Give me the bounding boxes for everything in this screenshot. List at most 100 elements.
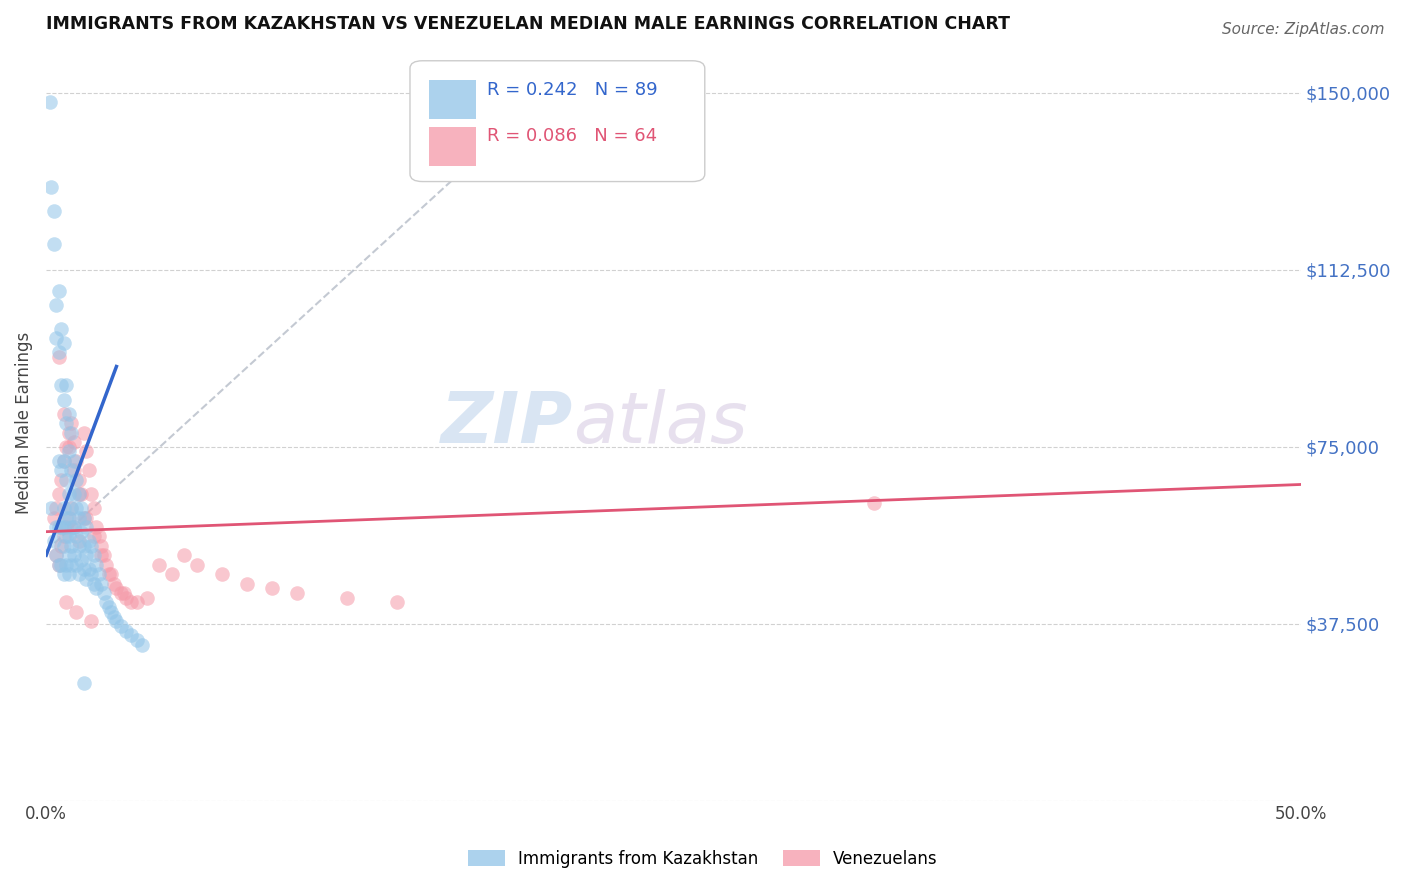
- Point: [62, 520, 84, 534]
- Point: [77, 463, 100, 477]
- Text: R = 0.242   N = 89: R = 0.242 N = 89: [486, 81, 657, 99]
- Point: [70, 487, 93, 501]
- Point: [60, 425, 83, 440]
- Point: [103, 609, 125, 624]
- Point: [93, 548, 115, 562]
- Point: [125, 595, 148, 609]
- Point: [39, 501, 62, 516]
- Point: [87, 567, 110, 582]
- Point: [65, 473, 87, 487]
- Point: [131, 638, 153, 652]
- Point: [87, 529, 110, 543]
- Point: [70, 524, 93, 539]
- Point: [62, 463, 84, 477]
- Point: [73, 510, 96, 524]
- Point: [62, 520, 84, 534]
- Point: [58, 444, 80, 458]
- Point: [260, 582, 283, 596]
- Point: [90, 539, 112, 553]
- Point: [51, 378, 73, 392]
- Point: [97, 600, 120, 615]
- Point: [48, 454, 70, 468]
- Point: [96, 558, 118, 572]
- Point: [75, 572, 97, 586]
- Point: [80, 567, 103, 582]
- Point: [83, 501, 105, 516]
- Point: [67, 567, 90, 582]
- Point: [73, 562, 96, 576]
- Point: [62, 548, 84, 562]
- Point: [285, 586, 308, 600]
- Point: [121, 595, 143, 609]
- Point: [83, 576, 105, 591]
- Point: [121, 628, 143, 642]
- Point: [112, 586, 135, 600]
- Point: [67, 510, 90, 524]
- Point: [115, 624, 138, 638]
- Point: [58, 548, 80, 562]
- Point: [48, 558, 70, 572]
- Point: [75, 444, 97, 458]
- Point: [39, 95, 62, 110]
- Point: [51, 473, 73, 487]
- Point: [75, 510, 97, 524]
- Point: [51, 539, 73, 553]
- Y-axis label: Median Male Earnings: Median Male Earnings: [15, 332, 32, 515]
- Point: [51, 463, 73, 477]
- Text: Source: ZipAtlas.com: Source: ZipAtlas.com: [1222, 22, 1385, 37]
- Point: [58, 425, 80, 440]
- Point: [65, 454, 87, 468]
- Point: [77, 534, 100, 549]
- Point: [55, 595, 77, 609]
- Point: [45, 548, 67, 562]
- Point: [70, 553, 93, 567]
- Point: [80, 539, 103, 553]
- Point: [42, 236, 65, 251]
- Point: [115, 591, 138, 605]
- Text: R = 0.086   N = 64: R = 0.086 N = 64: [486, 128, 657, 145]
- Point: [86, 520, 108, 534]
- Point: [48, 487, 70, 501]
- Point: [55, 558, 77, 572]
- Point: [110, 586, 132, 600]
- Point: [60, 520, 83, 534]
- Point: [77, 562, 100, 576]
- Point: [62, 454, 84, 468]
- Point: [67, 473, 90, 487]
- Point: [125, 633, 148, 648]
- Point: [39, 180, 62, 194]
- Point: [75, 548, 97, 562]
- Point: [67, 539, 90, 553]
- Point: [211, 567, 233, 582]
- Point: [42, 510, 65, 524]
- Point: [51, 558, 73, 572]
- Point: [60, 501, 83, 516]
- Point: [60, 539, 83, 553]
- Point: [100, 567, 122, 582]
- Point: [67, 534, 90, 549]
- Point: [65, 558, 87, 572]
- Point: [48, 350, 70, 364]
- Point: [52, 454, 75, 468]
- Point: [73, 510, 96, 524]
- Point: [55, 440, 77, 454]
- Point: [52, 501, 75, 516]
- Point: [58, 440, 80, 454]
- Point: [58, 510, 80, 524]
- Point: [67, 487, 90, 501]
- Point: [52, 529, 75, 543]
- Point: [52, 520, 75, 534]
- Point: [65, 501, 87, 516]
- Point: [96, 595, 118, 609]
- Point: [160, 567, 183, 582]
- Point: [105, 582, 128, 596]
- Point: [58, 529, 80, 543]
- Point: [86, 582, 108, 596]
- Point: [90, 576, 112, 591]
- Point: [62, 435, 84, 450]
- Point: [48, 558, 70, 572]
- Point: [73, 675, 96, 690]
- Point: [336, 591, 359, 605]
- Point: [55, 416, 77, 430]
- Point: [55, 510, 77, 524]
